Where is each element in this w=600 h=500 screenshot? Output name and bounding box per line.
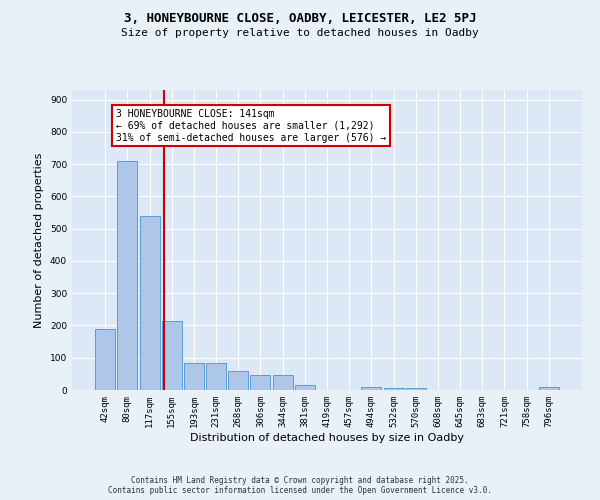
Y-axis label: Number of detached properties: Number of detached properties — [34, 152, 44, 328]
Bar — [184, 362, 204, 390]
Text: Contains HM Land Registry data © Crown copyright and database right 2025.
Contai: Contains HM Land Registry data © Crown c… — [108, 476, 492, 495]
Bar — [383, 388, 404, 390]
Bar — [295, 385, 315, 390]
Bar — [140, 216, 160, 390]
Bar — [162, 320, 182, 390]
Text: 3, HONEYBOURNE CLOSE, OADBY, LEICESTER, LE2 5PJ: 3, HONEYBOURNE CLOSE, OADBY, LEICESTER, … — [124, 12, 476, 26]
Bar — [250, 376, 271, 390]
X-axis label: Distribution of detached houses by size in Oadby: Distribution of detached houses by size … — [190, 432, 464, 442]
Text: 3 HONEYBOURNE CLOSE: 141sqm
← 69% of detached houses are smaller (1,292)
31% of : 3 HONEYBOURNE CLOSE: 141sqm ← 69% of det… — [116, 110, 386, 142]
Bar — [228, 370, 248, 390]
Bar — [361, 387, 382, 390]
Bar — [206, 362, 226, 390]
Bar — [272, 376, 293, 390]
Bar — [118, 161, 137, 390]
Bar — [539, 387, 559, 390]
Bar — [95, 328, 115, 390]
Text: Size of property relative to detached houses in Oadby: Size of property relative to detached ho… — [121, 28, 479, 38]
Bar — [406, 388, 426, 390]
